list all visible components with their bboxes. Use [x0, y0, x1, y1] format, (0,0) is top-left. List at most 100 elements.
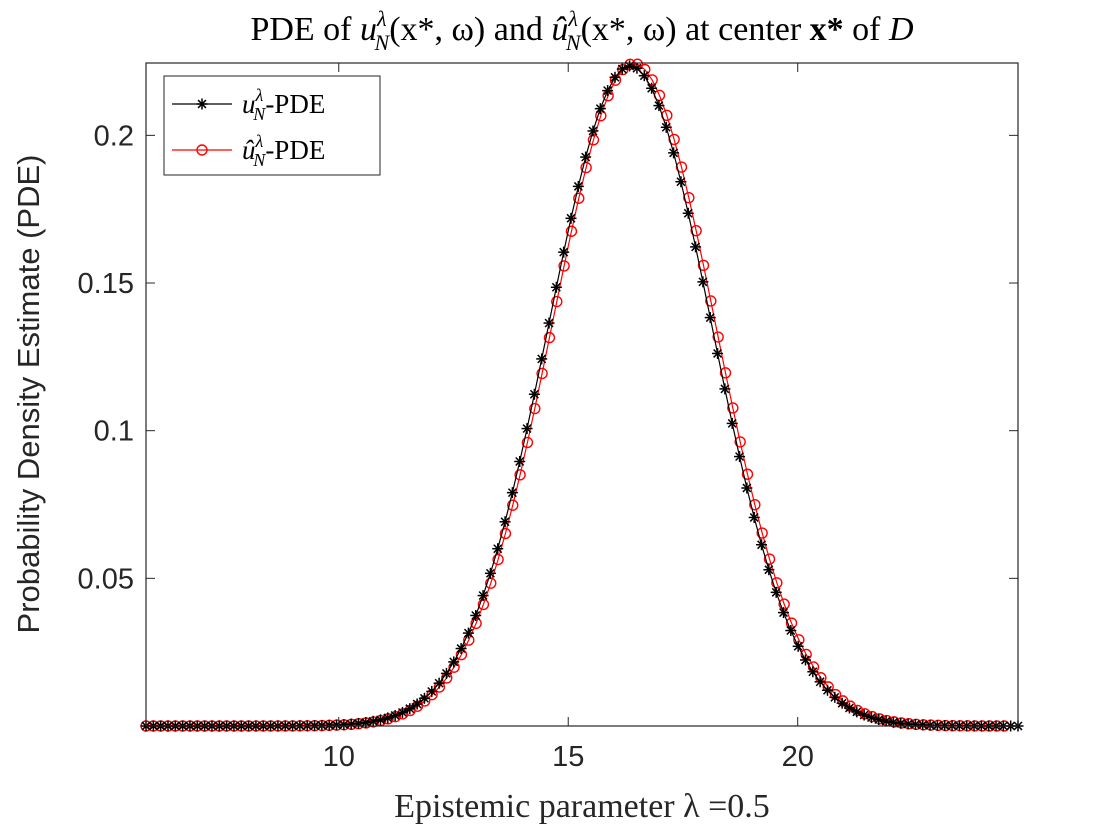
data-point — [499, 527, 512, 540]
data-point — [543, 331, 556, 344]
data-point — [865, 712, 877, 724]
data-point — [367, 715, 379, 727]
data-point — [374, 714, 386, 726]
data-point — [843, 702, 855, 714]
data-point — [455, 643, 467, 655]
data-point — [404, 703, 416, 715]
data-point — [448, 656, 460, 668]
data-point — [829, 691, 841, 703]
y-tick-label: 0.1 — [94, 416, 134, 448]
data-point — [602, 85, 614, 97]
data-point — [565, 225, 578, 237]
data-point — [565, 212, 577, 224]
data-point — [712, 347, 724, 359]
data-point — [749, 499, 761, 511]
y-tick-label: 0.15 — [78, 268, 134, 300]
data-point — [675, 161, 688, 173]
data-point — [543, 317, 555, 329]
legend-box — [163, 75, 381, 176]
legend-item-uhat: ûλ N-PDE — [172, 131, 325, 170]
data-point — [558, 246, 570, 258]
data-point — [741, 482, 753, 494]
data-point — [690, 224, 702, 237]
data-point — [748, 511, 760, 523]
data-point — [880, 715, 892, 727]
data-point — [514, 469, 526, 481]
data-point — [551, 295, 563, 308]
y-tick-label: 0.2 — [94, 120, 134, 152]
data-point — [440, 667, 452, 679]
legend-label-uhat: ûλ N-PDE — [242, 131, 325, 170]
data-point — [770, 586, 782, 598]
data-point — [697, 259, 710, 272]
data-point — [492, 543, 504, 555]
data-point — [734, 451, 746, 463]
data-point — [631, 62, 643, 74]
data-point — [660, 121, 672, 133]
data-point — [690, 241, 702, 253]
data-point — [580, 151, 592, 163]
data-point — [682, 207, 694, 219]
asterisk-marker — [196, 98, 208, 110]
data-point — [638, 70, 650, 82]
legend-item-u: uλ N-PDE — [172, 85, 325, 124]
data-point — [778, 607, 790, 619]
data-point — [821, 684, 833, 696]
x-tick-label: 20 — [782, 741, 814, 773]
data-point — [506, 487, 518, 499]
data-point — [572, 180, 584, 192]
data-point — [763, 564, 775, 576]
data-point — [587, 125, 599, 137]
data-point — [697, 276, 709, 288]
data-point — [741, 468, 754, 480]
data-point — [492, 553, 504, 566]
data-point — [594, 103, 606, 115]
x-axis-label: Epistemic parameter λ =0.5 — [394, 788, 770, 825]
data-point — [727, 402, 739, 414]
data-point — [683, 192, 695, 204]
data-point — [521, 436, 534, 449]
data-point — [411, 698, 423, 710]
legend-circle-marker — [196, 144, 208, 156]
data-point — [924, 719, 936, 731]
data-point — [807, 666, 819, 678]
data-point — [792, 640, 804, 652]
data-point — [668, 147, 680, 159]
data-point — [573, 192, 585, 204]
y-axis-label: Probability Density Estimate (PDE) — [11, 155, 46, 634]
data-point — [484, 567, 496, 579]
data-point — [675, 176, 687, 188]
data-point — [712, 331, 724, 343]
y-tick-label: 0.05 — [78, 563, 134, 595]
data-point — [418, 692, 430, 704]
data-point — [917, 719, 929, 731]
data-point — [521, 423, 533, 435]
data-point — [734, 436, 746, 448]
data-point — [558, 260, 570, 272]
chart-title: PDE of uλ N(x*, ω) and ûλ N(x*, ω) at cent… — [250, 6, 914, 55]
data-point — [763, 553, 776, 565]
data-point — [477, 590, 489, 602]
data-point — [433, 677, 445, 689]
data-point — [426, 685, 438, 697]
data-point — [529, 402, 541, 415]
data-point — [756, 539, 768, 551]
data-point — [814, 676, 826, 688]
x-tick-label: 15 — [552, 741, 584, 773]
data-point — [726, 417, 738, 429]
data-point — [704, 312, 716, 324]
data-point — [785, 625, 797, 637]
data-point — [836, 697, 848, 709]
data-point — [462, 627, 474, 639]
legend-asterisk-marker — [196, 98, 208, 110]
data-point — [653, 100, 665, 112]
data-point — [719, 383, 731, 395]
data-point — [873, 714, 885, 726]
data-point — [705, 295, 717, 307]
data-point — [624, 60, 636, 72]
circle-marker — [196, 144, 208, 156]
x-tick-label: 10 — [323, 741, 355, 773]
data-point — [799, 654, 811, 666]
data-point — [499, 516, 511, 528]
